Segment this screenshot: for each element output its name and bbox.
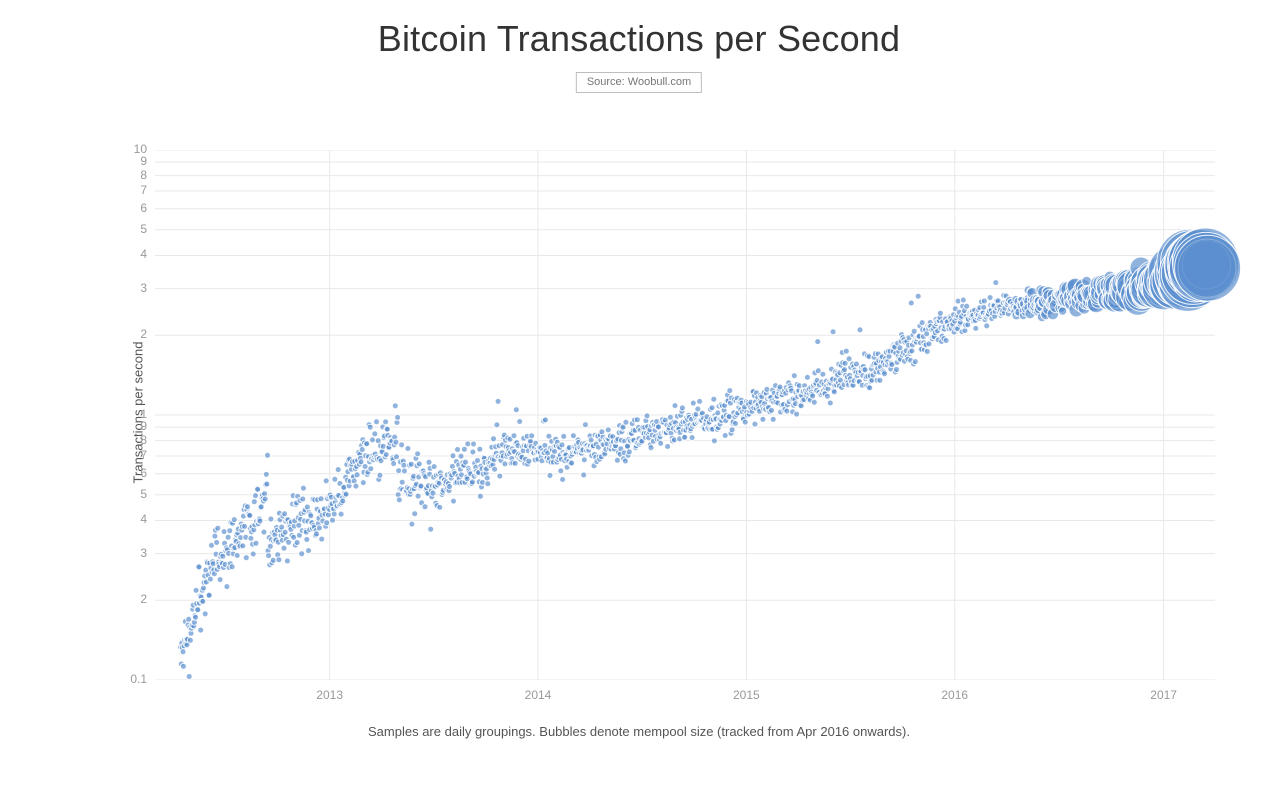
y-tick-label: 8 <box>117 433 147 447</box>
y-tick-label: 2 <box>117 592 147 606</box>
y-tick-label: 9 <box>117 419 147 433</box>
y-tick-label: 10 <box>117 142 147 156</box>
y-tick-label: 7 <box>117 448 147 462</box>
chart-caption: Samples are daily groupings. Bubbles den… <box>0 724 1278 739</box>
y-tick-label: 8 <box>117 168 147 182</box>
x-tick-label: 2013 <box>316 688 343 702</box>
source-badge: Source: Woobull.com <box>576 72 702 93</box>
x-tick-label: 2014 <box>525 688 552 702</box>
y-tick-label: 6 <box>117 201 147 215</box>
x-tick-label: 2015 <box>733 688 760 702</box>
y-tick-label: 4 <box>117 247 147 261</box>
chart-title: Bitcoin Transactions per Second <box>0 18 1278 60</box>
x-tick-label: 2016 <box>941 688 968 702</box>
y-tick-label: 3 <box>117 281 147 295</box>
y-tick-label: 2 <box>117 327 147 341</box>
y-tick-label: 5 <box>117 222 147 236</box>
y-tick-label: 6 <box>117 466 147 480</box>
y-tick-label: 1 <box>117 407 147 421</box>
y-tick-label: 4 <box>117 512 147 526</box>
y-tick-label: 9 <box>117 154 147 168</box>
chart-plot-area <box>155 150 1215 680</box>
y-tick-label: 3 <box>117 546 147 560</box>
y-tick-label: 0.1 <box>117 672 147 686</box>
scatter-points <box>155 150 1215 680</box>
y-tick-label: 5 <box>117 487 147 501</box>
y-tick-label: 7 <box>117 183 147 197</box>
x-tick-label: 2017 <box>1150 688 1177 702</box>
